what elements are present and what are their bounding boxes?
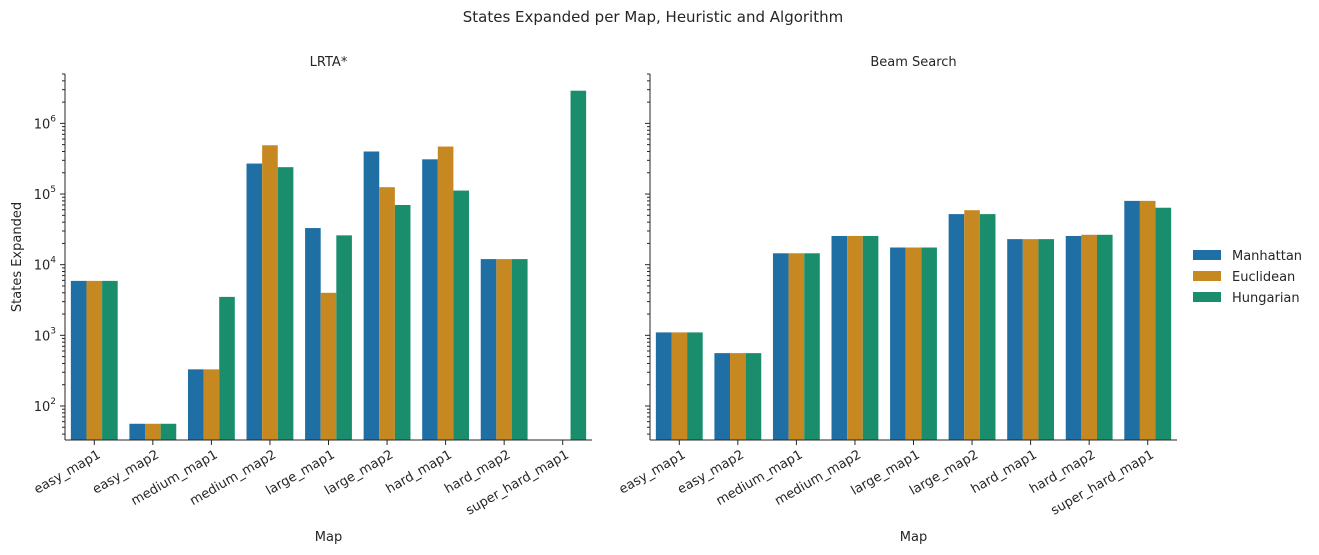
bar-hungarian-hard-map1 (1038, 239, 1055, 440)
bar-euclidean-large-map1 (905, 247, 922, 440)
legend: Manhattan Euclidean Hungarian (1193, 249, 1302, 306)
bar-euclidean-medium-map1 (203, 369, 220, 440)
bar-manhattan-super-hard-map1 (1124, 200, 1140, 440)
y-tick-label: 106 (34, 114, 57, 132)
bar-hungarian-hard-map2 (511, 259, 528, 440)
x-tick-label: hard_map1 (384, 447, 455, 497)
bar-manhattan-large-map2 (363, 151, 380, 440)
panel-lrta: LRTA*102103104105106easy_map1easy_map2me… (10, 55, 592, 545)
bar-manhattan-medium-map1 (187, 369, 204, 440)
bar-euclidean-easy-map2 (730, 353, 746, 440)
bar-hungarian-hard-map2 (1096, 234, 1113, 440)
y-tick-label: 103 (34, 326, 56, 344)
bar-manhattan-easy-map1 (655, 332, 672, 440)
bar-manhattan-easy-map2 (129, 423, 146, 440)
legend-label-hungarian: Hungarian (1232, 291, 1300, 306)
bar-hungarian-easy-map1 (687, 332, 703, 440)
y-tick-label: 102 (34, 397, 56, 415)
y-tick-label: 104 (34, 256, 57, 274)
bar-hungarian-large-map2 (394, 204, 411, 440)
bar-hungarian-large-map1 (921, 247, 937, 440)
y-tick-label: 105 (34, 185, 56, 203)
bar-euclidean-large-map2 (964, 210, 980, 440)
x-tick-label: hard_map1 (969, 447, 1040, 497)
bar-euclidean-easy-map1 (86, 280, 103, 440)
x-axis-label: Map (900, 530, 927, 545)
bar-manhattan-medium-map1 (772, 253, 789, 440)
panel-title: LRTA* (310, 55, 348, 70)
bar-hungarian-super-hard-map1 (570, 90, 587, 441)
bar-manhattan-large-map1 (305, 228, 321, 440)
bar-manhattan-medium-map2 (246, 163, 263, 440)
bar-manhattan-easy-map1 (70, 280, 87, 440)
legend-swatch-euclidean (1193, 271, 1221, 281)
panel-beam-search: Beam Searcheasy_map1easy_map2medium_map1… (617, 55, 1177, 545)
bar-hungarian-medium-map1 (804, 253, 820, 440)
legend-swatch-hungarian (1193, 292, 1221, 302)
figure-title: States Expanded per Map, Heuristic and A… (463, 8, 843, 26)
bar-manhattan-medium-map2 (831, 235, 848, 440)
bar-manhattan-large-map2 (948, 214, 965, 440)
legend-label-manhattan: Manhattan (1232, 249, 1302, 264)
x-tick-label: super_hard_map1 (1048, 447, 1156, 518)
bar-euclidean-large-map1 (320, 292, 337, 440)
bar-manhattan-hard-map1 (1007, 239, 1023, 440)
legend-swatch-manhattan (1193, 250, 1221, 260)
bar-manhattan-easy-map2 (714, 353, 731, 440)
bar-euclidean-medium-map2 (847, 235, 863, 440)
bar-hungarian-easy-map2 (745, 353, 762, 440)
bar-euclidean-hard-map2 (1081, 234, 1097, 440)
bar-euclidean-easy-map1 (671, 332, 688, 440)
bar-manhattan-hard-map2 (1065, 235, 1082, 440)
bar-hungarian-super-hard-map1 (1155, 207, 1172, 440)
bar-manhattan-hard-map1 (422, 159, 438, 440)
bar-manhattan-large-map1 (890, 247, 906, 440)
bar-hungarian-large-map2 (979, 214, 996, 440)
bar-euclidean-medium-map1 (788, 253, 805, 440)
x-tick-label: super_hard_map1 (463, 447, 571, 518)
bar-euclidean-medium-map2 (262, 145, 278, 440)
bar-hungarian-easy-map2 (160, 423, 177, 440)
bar-euclidean-hard-map1 (1022, 239, 1039, 440)
bar-hungarian-large-map1 (336, 235, 352, 440)
bar-euclidean-hard-map2 (496, 259, 512, 440)
x-axis-label: Map (315, 530, 342, 545)
bar-hungarian-easy-map1 (102, 280, 118, 440)
bar-hungarian-medium-map2 (862, 235, 879, 440)
bar-hungarian-medium-map1 (219, 296, 235, 440)
bar-euclidean-super-hard-map1 (1139, 200, 1156, 440)
bar-manhattan-hard-map2 (480, 259, 497, 440)
bar-hungarian-medium-map2 (277, 167, 294, 441)
legend-label-euclidean: Euclidean (1232, 270, 1295, 285)
panel-title: Beam Search (870, 55, 956, 70)
bar-euclidean-large-map2 (379, 187, 395, 440)
y-axis-label: States Expanded (10, 202, 25, 312)
bar-hungarian-hard-map1 (453, 190, 470, 440)
bar-euclidean-hard-map1 (437, 146, 454, 441)
bar-euclidean-easy-map2 (145, 423, 161, 440)
